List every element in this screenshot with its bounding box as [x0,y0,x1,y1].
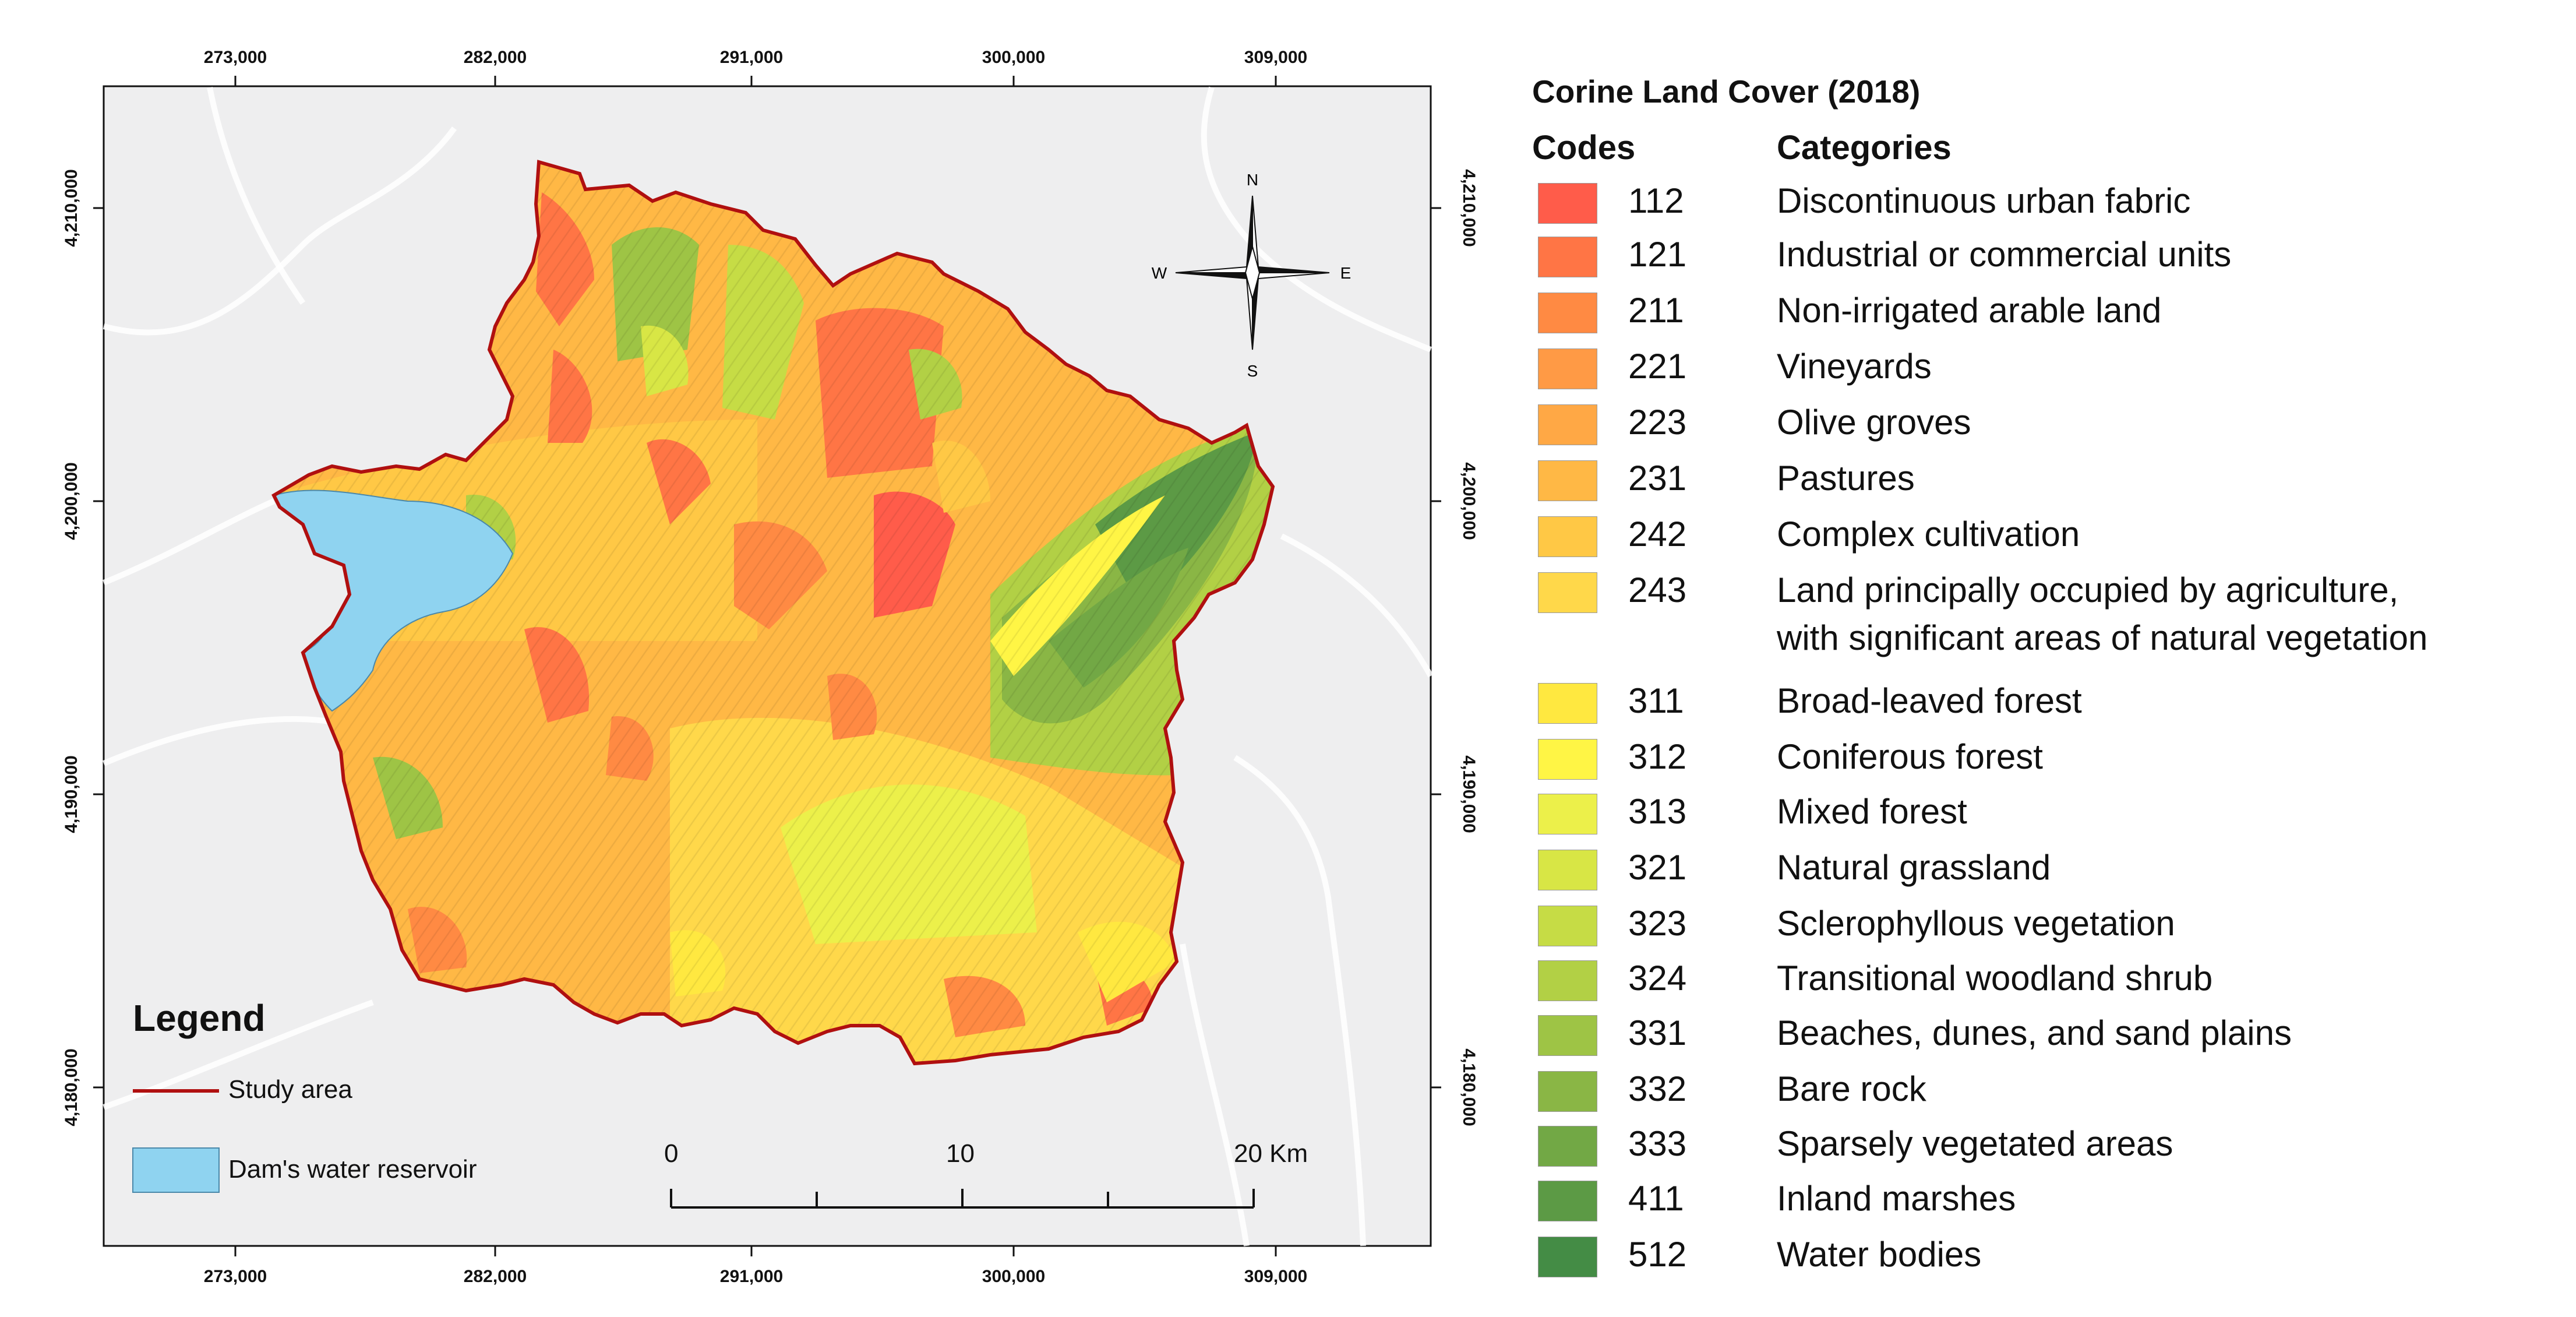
legend-code: 223 [1628,403,1687,442]
west-label: W [1152,264,1167,282]
clc-title: Corine Land Cover (2018) [1532,73,1921,110]
legend-swatch [1538,1071,1597,1112]
legend-category: Industrial or commercial units [1777,235,2232,274]
north-label: N [1247,171,1258,189]
legend-swatch [1538,794,1597,834]
legend-category: Discontinuous urban fabric [1777,181,2191,220]
legend-swatch [1538,237,1597,277]
legend-category: Inland marshes [1777,1179,2016,1218]
y-tick-left-3: 4,190,000 [62,755,81,833]
legend-code: 242 [1628,515,1687,554]
legend-swatch [1538,1126,1597,1167]
legend-swatch [1538,1181,1597,1221]
y-tick-left-1: 4,210,000 [62,169,81,247]
legend-swatch [1538,572,1597,613]
legend-category: Land principally occupied by agriculture… [1777,571,2399,610]
map-legend-title: Legend [133,997,266,1039]
legend-swatch [1538,960,1597,1001]
north-arrow-icon: N S E W [1152,171,1351,380]
x-tick-labels-top: 273,000 282,000 291,000 300,000 309,000 [204,48,1307,67]
reservoir-label: Dam's water reservoir [228,1155,477,1184]
legend-category: Olive groves [1777,403,1971,442]
legend-code: 323 [1628,904,1687,943]
legend-swatch [1538,683,1597,724]
legend-code: 331 [1628,1013,1687,1052]
legend-code: 112 [1628,181,1684,220]
legend-category: Bare rock [1777,1069,1926,1108]
x-tick-labels-bottom: 273,000 282,000 291,000 300,000 309,000 [204,1267,1307,1286]
x-tick-top-2: 282,000 [464,48,527,67]
south-label: S [1247,362,1258,380]
legend-code: 512 [1628,1235,1687,1274]
legend-category-line2: with significant areas of natural vegeta… [1777,618,2428,657]
legend-code: 313 [1628,792,1687,831]
x-tick-bottom-1: 273,000 [204,1267,267,1286]
legend-swatch [1538,183,1597,224]
legend-code: 121 [1628,235,1687,274]
land-cover-map: 273,000 282,000 291,000 300,000 309,000 … [62,48,1478,1286]
legend-category: Sparsely vegetated areas [1777,1124,2173,1163]
y-tick-right-3: 4,190,000 [1459,755,1478,833]
legend-swatch [1538,906,1597,946]
legend-swatch [1538,293,1597,333]
scale-bar [670,1189,1255,1209]
legend-swatch [1538,739,1597,780]
x-tick-bottom-4: 300,000 [982,1267,1045,1286]
legend-swatch [1538,850,1597,890]
y-tick-right-2: 4,200,000 [1459,462,1478,540]
legend-swatch [1538,460,1597,501]
study-area-label: Study area [228,1075,352,1104]
legend-category: Beaches, dunes, and sand plains [1777,1013,2292,1052]
scale-label-10: 10 [946,1139,975,1168]
reservoir-swatch [132,1147,220,1193]
categories-header: Categories [1777,129,1952,167]
legend-swatch [1538,404,1597,445]
scale-label-0: 0 [664,1139,679,1168]
legend-category: Transitional woodland shrub [1777,959,2213,998]
x-tick-top-5: 309,000 [1244,48,1307,67]
scale-label-20: 20 Km [1234,1139,1308,1168]
legend-code: 324 [1628,959,1687,998]
y-tick-labels-right: 4,210,000 4,200,000 4,190,000 4,180,000 [1459,169,1478,1126]
x-tick-bottom-3: 291,000 [720,1267,783,1286]
legend-category: Pastures [1777,459,1915,498]
legend-category: Non-irrigated arable land [1777,291,2162,330]
x-tick-top-4: 300,000 [982,48,1045,67]
codes-header: Codes [1532,129,1636,167]
legend-swatch [1538,1237,1597,1277]
legend-category: Mixed forest [1777,792,1967,831]
legend-swatch [1538,348,1597,389]
legend-category: Natural grassland [1777,848,2051,887]
y-tick-right-1: 4,210,000 [1459,169,1478,247]
legend-code: 221 [1628,347,1687,386]
x-tick-top-3: 291,000 [720,48,783,67]
legend-code: 311 [1628,681,1684,720]
x-tick-top-1: 273,000 [204,48,267,67]
legend-code: 321 [1628,848,1687,887]
y-tick-left-4: 4,180,000 [62,1048,81,1126]
legend-swatch [1538,516,1597,557]
y-tick-left-2: 4,200,000 [62,462,81,540]
legend-code: 333 [1628,1124,1687,1163]
legend-category: Sclerophyllous vegetation [1777,904,2175,943]
legend-code: 411 [1628,1179,1684,1218]
legend-code: 312 [1628,737,1687,776]
legend-code: 231 [1628,459,1687,498]
x-tick-bottom-5: 309,000 [1244,1267,1307,1286]
legend-code: 243 [1628,571,1687,610]
legend-category: Vineyards [1777,347,1932,386]
legend-category: Broad-leaved forest [1777,681,2082,720]
legend-category: Water bodies [1777,1235,1982,1274]
legend-code: 211 [1628,291,1684,330]
frame-ticks [93,76,1441,1256]
legend-category: Coniferous forest [1777,737,2043,776]
legend-code: 332 [1628,1069,1687,1108]
legend-category: Complex cultivation [1777,515,2080,554]
legend-swatch [1538,1015,1597,1056]
y-tick-labels-left: 4,210,000 4,200,000 4,190,000 4,180,000 [62,169,81,1126]
x-tick-bottom-2: 282,000 [464,1267,527,1286]
y-tick-right-4: 4,180,000 [1459,1048,1478,1126]
east-label: E [1340,264,1351,282]
